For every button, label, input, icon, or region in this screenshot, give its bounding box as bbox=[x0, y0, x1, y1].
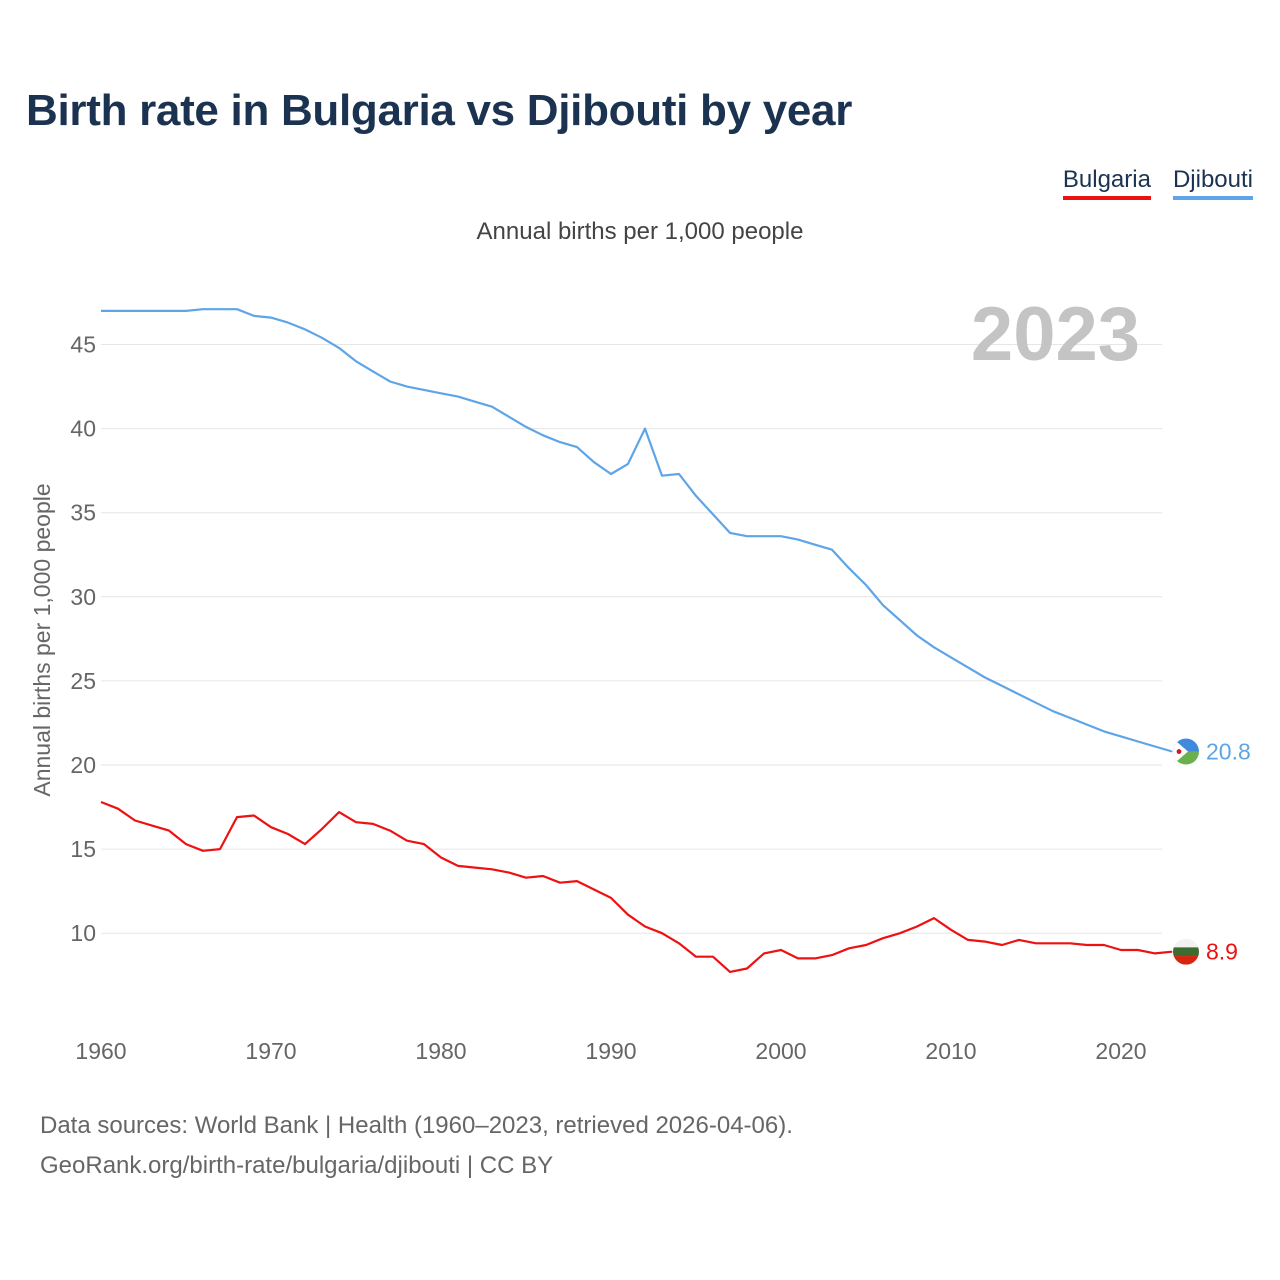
end-value-label-djibouti: 20.8 bbox=[1206, 739, 1251, 765]
y-tick-label: 15 bbox=[70, 836, 96, 862]
legend: Bulgaria Djibouti bbox=[1062, 166, 1253, 200]
y-tick-label: 25 bbox=[70, 668, 96, 694]
x-tick-label: 1980 bbox=[415, 1038, 466, 1064]
x-tick-label: 1960 bbox=[75, 1038, 126, 1064]
y-tick-label: 40 bbox=[70, 416, 96, 442]
footer-sources: Data sources: World Bank | Health (1960–… bbox=[40, 1112, 793, 1139]
year-watermark: 2023 bbox=[971, 292, 1140, 377]
y-tick-label: 45 bbox=[70, 332, 96, 358]
y-tick-label: 10 bbox=[70, 920, 96, 946]
djibouti-flag-icon bbox=[1173, 738, 1199, 765]
legend-item-djibouti[interactable]: Djibouti bbox=[1172, 166, 1253, 200]
y-tick-label: 35 bbox=[70, 500, 96, 526]
line-chart: 10 15 20 25 30 35 40 45 1960 1970 1980 1990 2000 2010… bbox=[29, 292, 1251, 1064]
y-tick-label: 20 bbox=[70, 752, 96, 778]
legend-item-bulgaria[interactable]: Bulgaria bbox=[1062, 166, 1151, 200]
x-tick-label: 2010 bbox=[925, 1038, 976, 1064]
bulgaria-flag-icon bbox=[1173, 938, 1199, 965]
footer: Data sources: World Bank | Health (1960–… bbox=[40, 1106, 793, 1186]
y-axis-label: Annual births per 1,000 people bbox=[29, 483, 55, 796]
x-tick-label: 1990 bbox=[585, 1038, 636, 1064]
footer-link[interactable]: GeoRank.org/birth-rate/bulgaria/djibouti… bbox=[40, 1152, 554, 1179]
chart-subtitle: Annual births per 1,000 people bbox=[476, 218, 804, 245]
end-value-label-bulgaria: 8.9 bbox=[1206, 939, 1238, 965]
series-line-bulgaria bbox=[100, 800, 1173, 974]
series-line-djibouti bbox=[101, 308, 1173, 753]
x-tick-label: 1970 bbox=[245, 1038, 296, 1064]
chart-title: Birth rate in Bulgaria vs Djibouti by ye… bbox=[26, 86, 853, 135]
x-tick-label: 2000 bbox=[755, 1038, 806, 1064]
y-tick-label: 30 bbox=[70, 584, 96, 610]
x-tick-label: 2020 bbox=[1095, 1038, 1146, 1064]
